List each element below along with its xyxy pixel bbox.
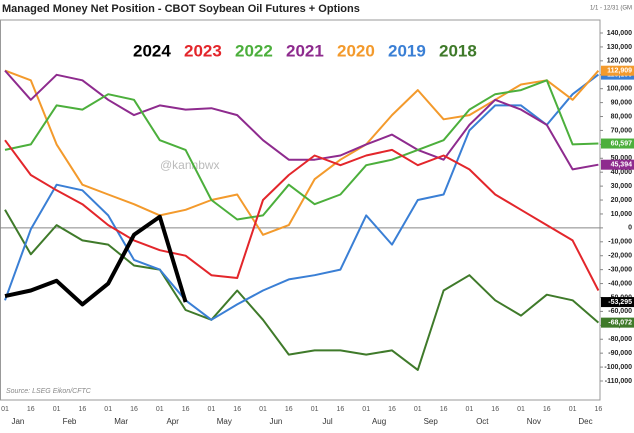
y-tick-label: 0 [628, 225, 632, 232]
y-tick-label: 90,000 [611, 99, 633, 106]
x-tick-label: 16 [285, 406, 293, 413]
y-tick-label: 120,000 [607, 58, 632, 65]
legend-entry: 2021 [286, 41, 324, 60]
legend-entry: 2023 [184, 41, 222, 60]
end-flag-label: -68,072 [608, 319, 632, 326]
y-tick-label: -10,000 [608, 239, 632, 246]
x-tick-label: 01 [466, 406, 474, 413]
x-tick-label: 16 [440, 406, 448, 413]
y-tick-label: 30,000 [611, 183, 633, 190]
series-line [4, 69, 600, 236]
month-label: Mar [114, 417, 128, 426]
legend-entry: 2019 [388, 41, 426, 60]
month-label: Aug [372, 417, 386, 426]
end-flag [601, 297, 634, 308]
end-flag [601, 65, 634, 76]
month-label: Oct [476, 417, 489, 426]
y-tick-label: -20,000 [608, 253, 632, 260]
month-label: Sep [424, 417, 439, 426]
x-tick-label: 01 [259, 406, 267, 413]
x-tick-label: 01 [53, 406, 61, 413]
x-tick-label: 16 [491, 406, 499, 413]
source: Source: LSEG Eikon/CFTC [6, 388, 92, 395]
end-flag [601, 138, 634, 149]
x-tick-label: 01 [156, 406, 164, 413]
month-label: Nov [527, 417, 541, 426]
month-label: Jul [322, 417, 332, 426]
end-flag-label: 60,597 [611, 140, 633, 147]
end-flag-label: 112,909 [607, 68, 632, 75]
x-tick-label: 16 [543, 406, 551, 413]
y-tick-label: 80,000 [611, 113, 633, 120]
month-label: May [217, 417, 232, 426]
plot-frame [0, 19, 601, 401]
date-range: 1/1 - 12/31 (GM [590, 6, 632, 12]
end-flag-label: -53,295 [608, 299, 632, 306]
series-line [4, 139, 600, 291]
x-tick-label: 01 [208, 406, 216, 413]
y-tick-label: -110,000 [605, 378, 632, 385]
month-label: Jan [11, 417, 24, 426]
y-tick-label: 50,000 [611, 155, 633, 162]
legend-entry: 2018 [439, 41, 477, 60]
y-tick-label: 140,000 [607, 30, 632, 37]
x-tick-label: 01 [569, 406, 577, 413]
month-label: Feb [63, 417, 77, 426]
x-tick-label: 16 [182, 406, 190, 413]
end-flag-label: 45,394 [611, 162, 633, 169]
watermark: @kannbwx [160, 158, 220, 172]
x-tick-label: 16 [27, 406, 35, 413]
y-tick-label: -100,000 [604, 364, 632, 371]
end-flag [601, 317, 634, 328]
y-tick-label: 100,000 [607, 86, 632, 93]
y-tick-label: 10,000 [611, 211, 633, 218]
month-label: Dec [578, 417, 592, 426]
y-tick-label: -90,000 [608, 350, 632, 357]
x-tick-label: 01 [517, 406, 525, 413]
series-line [4, 214, 188, 307]
x-tick-label: 01 [1, 406, 9, 413]
series-line [4, 209, 600, 371]
y-tick-label: -60,000 [608, 308, 632, 315]
x-tick-label: 01 [311, 406, 319, 413]
y-tick-label: -30,000 [608, 266, 632, 273]
series-line [4, 73, 600, 321]
x-tick-label: 16 [79, 406, 87, 413]
month-label: Jun [269, 417, 282, 426]
legend-entry: 2022 [235, 41, 273, 60]
y-tick-label: 70,000 [611, 127, 633, 134]
series-line [4, 79, 599, 221]
x-tick-label: 01 [414, 406, 422, 413]
series-line [4, 69, 599, 171]
y-tick-label: 20,000 [611, 197, 633, 204]
end-flag [601, 159, 634, 170]
x-tick-label: 01 [104, 406, 112, 413]
x-tick-label: 16 [337, 406, 345, 413]
x-tick-label: 16 [388, 406, 396, 413]
y-tick-label: 40,000 [611, 169, 633, 176]
chart-title: Managed Money Net Position - CBOT Soybea… [2, 3, 360, 15]
x-tick-label: 01 [362, 406, 370, 413]
legend-entry: 2024 [133, 41, 171, 60]
x-tick-label: 16 [595, 406, 603, 413]
y-tick-label: -80,000 [608, 336, 632, 343]
x-tick-label: 16 [233, 406, 241, 413]
y-tick-label: 130,000 [607, 44, 632, 51]
legend-entry: 2020 [337, 41, 375, 60]
month-label: Apr [166, 417, 179, 426]
y-tick-label: -40,000 [608, 280, 632, 287]
x-tick-label: 16 [130, 406, 138, 413]
